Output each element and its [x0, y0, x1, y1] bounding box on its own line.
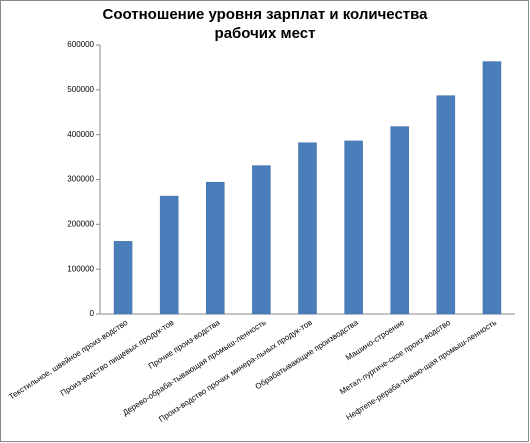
y-tick-label: 100000 [67, 264, 94, 273]
bar [436, 95, 456, 315]
chart-title: рабочих мест [215, 25, 316, 42]
bar [206, 181, 225, 315]
bar [344, 140, 363, 315]
bar [113, 241, 133, 315]
bar [159, 195, 179, 315]
bar [252, 165, 271, 315]
y-tick-label: 400000 [67, 130, 94, 139]
y-tick-label: 0 [90, 309, 95, 318]
y-tick-label: 300000 [67, 175, 94, 184]
bar [298, 142, 317, 315]
y-tick-label: 600000 [67, 40, 94, 49]
chart-title: Соотношение уровня зарплат и количества [102, 6, 428, 23]
bar [390, 126, 409, 315]
bar [482, 61, 502, 315]
y-tick-label: 200000 [67, 219, 94, 228]
y-tick-label: 500000 [67, 85, 94, 94]
